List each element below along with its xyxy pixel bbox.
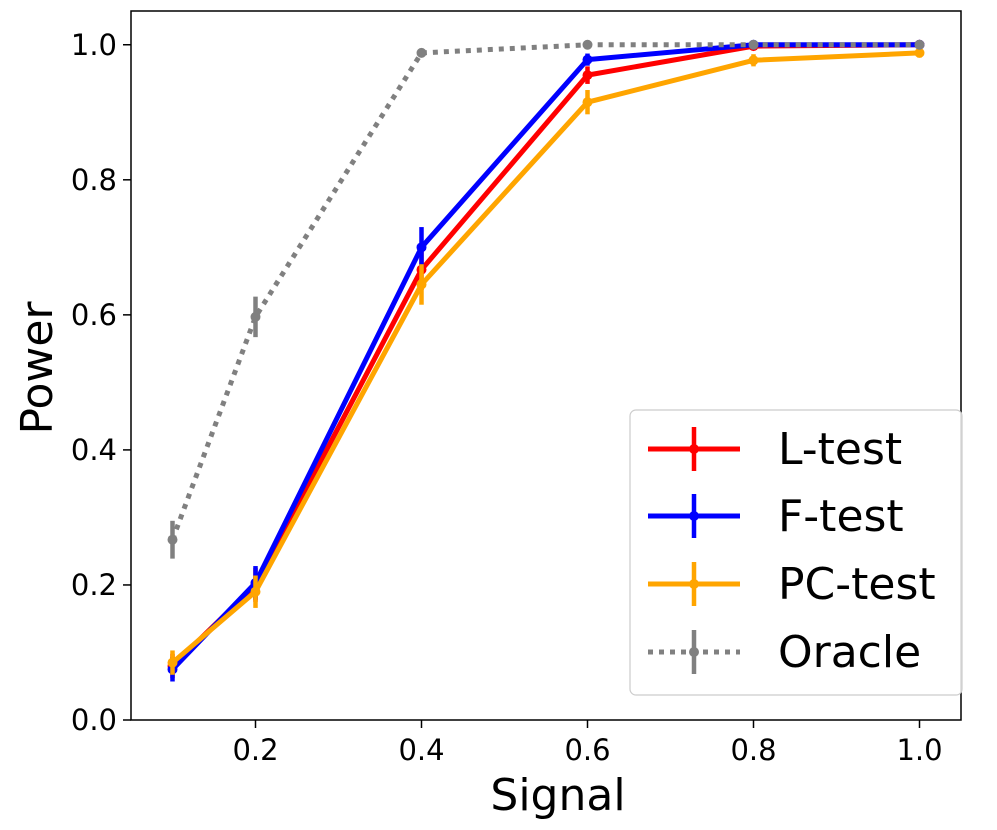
data-point <box>582 97 593 108</box>
data-point <box>416 242 427 253</box>
legend-marker <box>689 511 699 521</box>
legend-box <box>629 409 963 696</box>
y-tick-label: 0.6 <box>71 298 117 332</box>
data-point <box>416 279 427 290</box>
y-tick-label: 1.0 <box>71 28 117 62</box>
x-tick-label: 0.2 <box>232 733 278 767</box>
legend-entry: F-test <box>648 491 904 542</box>
x-tick-label: 1.0 <box>896 733 942 767</box>
y-axis-ticks: 0.0 0.2 0.4 0.6 0.8 1.0 <box>71 28 131 737</box>
legend-entry: PC-test <box>648 559 936 610</box>
legend-label: L-test <box>778 424 902 475</box>
y-tick-label: 0.0 <box>71 703 117 737</box>
x-axis-label: Signal <box>490 770 625 821</box>
y-tick-label: 0.8 <box>71 163 117 197</box>
legend-label: F-test <box>778 491 904 542</box>
data-point <box>582 54 593 65</box>
data-point <box>748 55 759 66</box>
y-tick-label: 0.2 <box>71 568 117 602</box>
series-line <box>170 42 920 541</box>
data-point <box>914 39 925 50</box>
y-tick-label: 0.4 <box>71 433 117 467</box>
data-point <box>914 47 925 58</box>
data-point <box>582 39 593 50</box>
legend-marker <box>689 444 699 454</box>
data-point <box>250 586 261 597</box>
legend-entry: Oracle <box>648 627 921 678</box>
legend-entry: L-test <box>648 424 902 475</box>
data-point <box>416 47 427 58</box>
data-point <box>167 657 178 668</box>
legend: L-test F-test PC-test Oracle <box>629 409 963 696</box>
legend-label: Oracle <box>778 627 921 678</box>
series-pc-test <box>167 47 925 675</box>
data-point <box>167 534 178 545</box>
data-point <box>250 311 261 322</box>
legend-marker <box>689 647 699 657</box>
x-tick-label: 0.4 <box>398 733 444 767</box>
axes-frame <box>130 10 962 721</box>
y-axis-label: Power <box>12 301 63 435</box>
x-axis-ticks: 0.2 0.4 0.6 0.8 1.0 <box>232 720 943 767</box>
plot-area <box>167 39 925 682</box>
data-point <box>748 39 759 50</box>
legend-marker <box>689 579 699 589</box>
x-tick-label: 0.8 <box>730 733 776 767</box>
x-tick-label: 0.6 <box>564 733 610 767</box>
series-oracle <box>167 39 925 559</box>
series-line <box>170 50 920 665</box>
legend-label: PC-test <box>778 559 936 610</box>
data-point <box>582 70 593 81</box>
series-line <box>170 42 920 672</box>
